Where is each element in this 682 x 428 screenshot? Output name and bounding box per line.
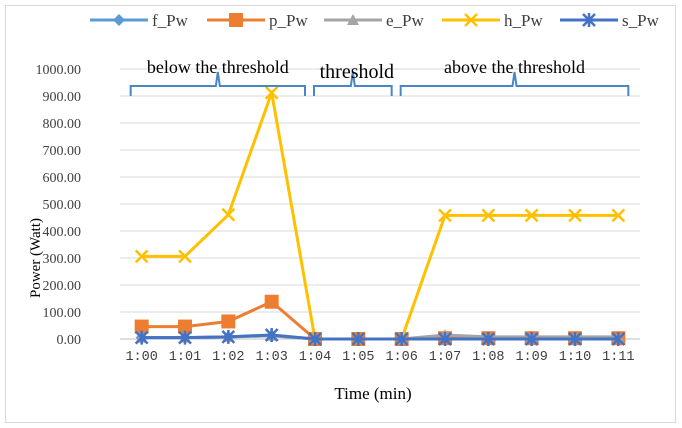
data-point <box>568 208 582 223</box>
x-tick-label: 1:04 <box>299 350 331 365</box>
legend-label: e_Pw <box>386 11 425 30</box>
legend-marker-icon <box>229 13 243 27</box>
data-point <box>221 207 236 222</box>
data-point <box>134 330 149 345</box>
x-tick-label: 1:08 <box>472 350 504 365</box>
data-point <box>481 332 496 346</box>
data-point <box>178 319 192 334</box>
y-tick-label: 800.00 <box>43 117 82 132</box>
annotation-label: above the threshold <box>444 57 585 77</box>
legend-item-s_Pw: s_Pw <box>560 11 660 30</box>
x-tick-label: 1:11 <box>602 350 634 365</box>
data-point <box>178 249 192 264</box>
y-tick-label: 900.00 <box>43 90 82 105</box>
y-tick-label: 600.00 <box>43 171 82 186</box>
legend-item-h_Pw: h_Pw <box>442 11 543 30</box>
annotation-label: threshold <box>320 61 394 83</box>
series-group <box>134 85 626 346</box>
x-tick-label: 1:10 <box>559 350 591 365</box>
data-point <box>221 329 236 344</box>
y-tick-label: 200.00 <box>43 279 82 294</box>
data-point <box>308 332 322 346</box>
legend-label: s_Pw <box>622 11 660 30</box>
series-line <box>141 300 619 341</box>
data-point <box>264 85 279 100</box>
data-point <box>178 330 192 345</box>
y-tick-label: 100.00 <box>43 306 82 321</box>
data-point <box>524 208 539 223</box>
x-tick-label: 1:09 <box>515 350 547 365</box>
annotation-brace <box>399 71 630 96</box>
series-s_Pw <box>134 327 626 346</box>
y-axis-ticks: 0.00 100.00 200.00 300.00 400.00 500.00 600.00… <box>36 63 82 348</box>
legend-marker-icon <box>582 13 596 27</box>
y-tick-label: 700.00 <box>43 144 82 159</box>
data-point <box>394 332 409 346</box>
data-point <box>264 294 279 309</box>
y-tick-label: 400.00 <box>43 225 82 240</box>
legend: f_Pw p_Pw e_Pw h_Pw s_Pw <box>90 11 660 30</box>
data-point <box>438 208 452 223</box>
data-point <box>351 332 366 346</box>
data-point <box>221 314 236 329</box>
x-axis-ticks: 1:00 1:01 1:02 1:03 1:04 1:05 1:06 1:07 1:08 1:09… <box>125 350 634 365</box>
x-tick-label: 1:07 <box>429 350 461 365</box>
data-point <box>134 249 149 264</box>
legend-label: h_Pw <box>504 11 543 30</box>
data-point <box>524 332 539 346</box>
y-tick-label: 0.00 <box>57 333 82 348</box>
gridlines <box>120 68 640 340</box>
legend-label: f_Pw <box>152 11 189 30</box>
legend-label: p_Pw <box>269 11 308 30</box>
series-line <box>141 333 619 341</box>
y-tick-label: 300.00 <box>43 252 82 267</box>
y-tick-label: 1000.00 <box>36 63 82 78</box>
annotation-brace <box>129 71 306 96</box>
x-tick-label: 1:02 <box>212 350 244 365</box>
legend-marker-icon <box>464 13 478 27</box>
legend-item-p_Pw: p_Pw <box>207 11 308 30</box>
legend-marker-icon <box>113 14 125 26</box>
legend-item-f_Pw: f_Pw <box>90 11 189 30</box>
legend-item-e_Pw: e_Pw <box>324 11 425 30</box>
x-tick-label: 1:01 <box>169 350 201 365</box>
data-point <box>134 319 149 334</box>
x-tick-label: 1:06 <box>385 350 417 365</box>
x-tick-label: 1:05 <box>342 350 374 365</box>
data-point <box>611 332 626 346</box>
x-tick-label: 1:00 <box>125 350 157 365</box>
annotation-brace <box>313 71 393 96</box>
series-line <box>141 91 619 341</box>
data-point <box>611 208 626 223</box>
data-point <box>568 332 582 346</box>
x-axis-title: Time (min) <box>334 384 411 403</box>
x-tick-label: 1:03 <box>255 350 287 365</box>
annotation-label: below the threshold <box>147 57 289 77</box>
y-axis-title: Power (Watt) <box>28 218 44 298</box>
series-h_Pw <box>134 85 626 346</box>
annotations-group: below the threshold threshold above the th… <box>129 57 630 96</box>
y-tick-label: 500.00 <box>43 198 82 213</box>
legend-marker-icon <box>347 14 359 25</box>
data-point <box>264 327 279 342</box>
data-point <box>481 208 496 223</box>
data-point <box>438 332 452 346</box>
